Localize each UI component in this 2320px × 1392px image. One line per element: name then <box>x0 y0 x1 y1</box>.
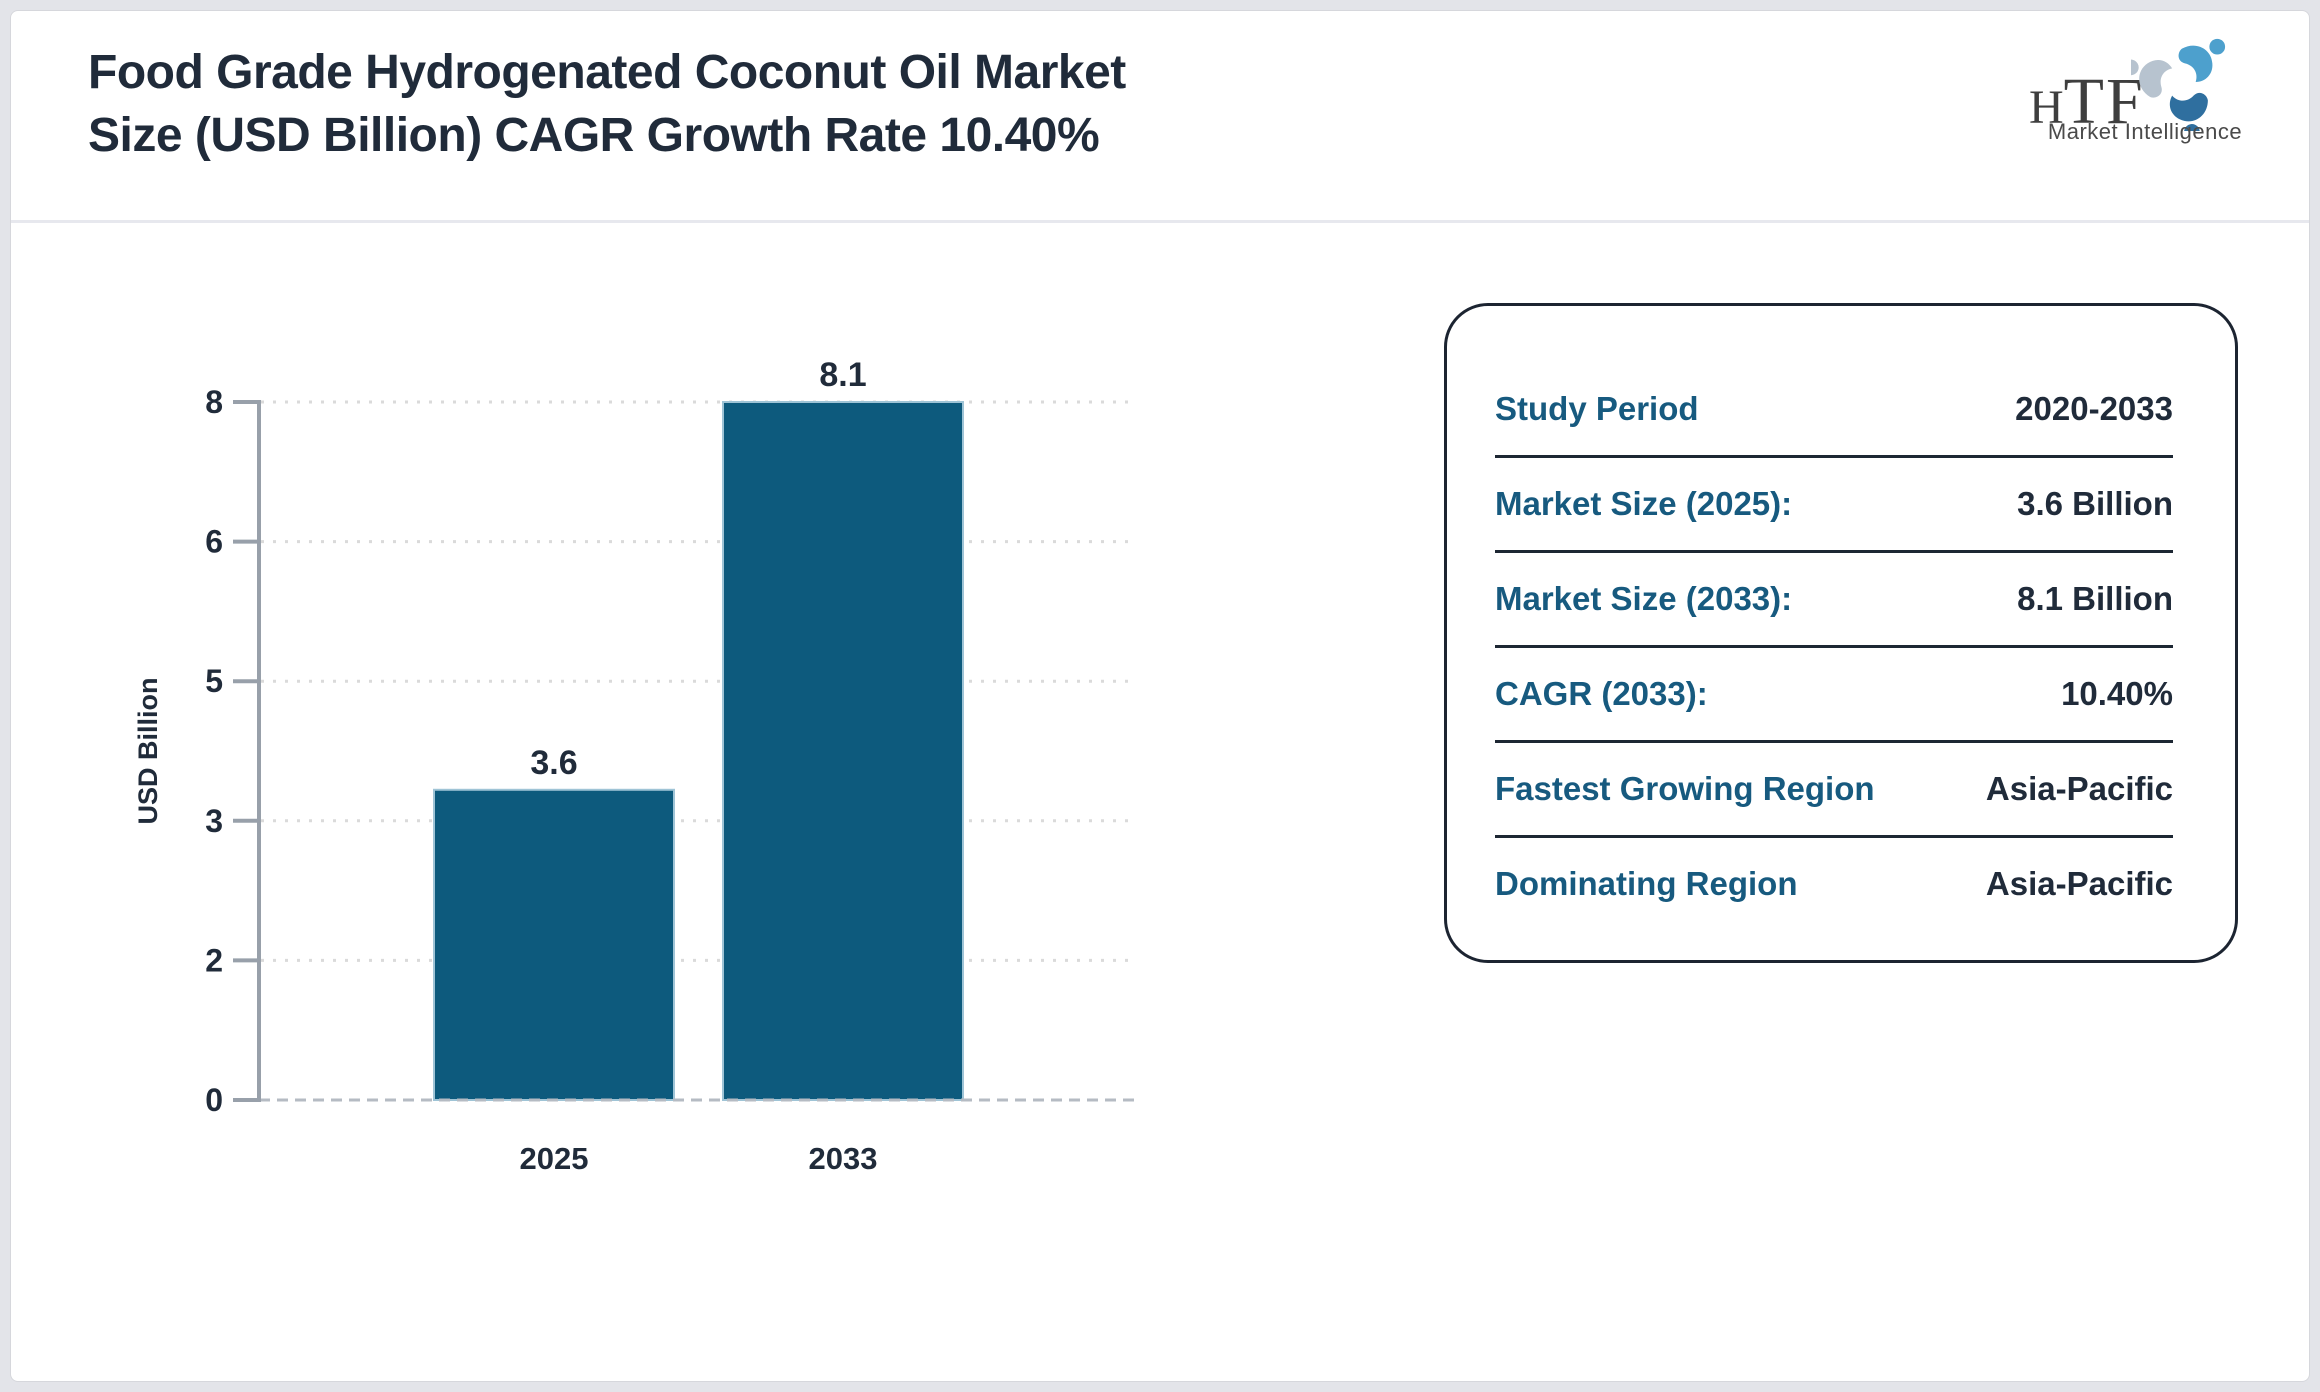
summary-row: Study Period 2020-2033 <box>1495 363 2173 458</box>
page-title-line2: Size (USD Billion) CAGR Growth Rate 10.4… <box>88 109 1100 162</box>
summary-row-value: Asia-Pacific <box>1985 770 2173 807</box>
y-tick-label: 5 <box>205 663 223 699</box>
htf-wordmark: HTF <box>2029 69 2145 135</box>
summary-row-label: Study Period <box>1495 390 1699 427</box>
header: Food Grade Hydrogenated Coconut Oil Mark… <box>11 11 2309 223</box>
summary-row-label: CAGR (2033): <box>1495 675 1708 712</box>
htf-wordmark-h: H <box>2029 81 2064 134</box>
summary-row: CAGR (2033): 10.40% <box>1495 648 2173 743</box>
bar-value-label: 8.1 <box>819 356 866 394</box>
summary-row-label: Fastest Growing Region <box>1495 770 1875 807</box>
bar-2025 <box>433 788 675 1101</box>
summary-row-value: 2020-2033 <box>2015 390 2173 427</box>
htf-logo: HTF Market Intelligence <box>2029 33 2261 145</box>
y-tick-label: 2 <box>205 942 223 978</box>
summary-row-value: 10.40% <box>2061 675 2173 712</box>
summary-row: Market Size (2033): 8.1 Billion <box>1495 553 2173 648</box>
summary-rows: Study Period 2020-2033 Market Size (2025… <box>1447 306 2235 930</box>
htf-logo-row: HTF <box>2029 33 2261 135</box>
summary-row-value: 3.6 Billion <box>2017 485 2173 522</box>
y-axis-title: USD Billion <box>133 678 163 825</box>
x-tick-label: 2033 <box>809 1141 878 1176</box>
y-tick-label: 8 <box>205 384 223 420</box>
bar-value-label: 3.6 <box>530 744 577 782</box>
market-summary-panel: Study Period 2020-2033 Market Size (2025… <box>1444 303 2238 963</box>
x-tick-label: 2025 <box>520 1141 589 1176</box>
summary-row: Fastest Growing Region Asia-Pacific <box>1495 743 2173 838</box>
summary-row: Dominating Region Asia-Pacific <box>1495 838 2173 930</box>
page-title-line1: Food Grade Hydrogenated Coconut Oil Mark… <box>88 46 1126 99</box>
report-card: Food Grade Hydrogenated Coconut Oil Mark… <box>10 10 2310 1382</box>
bar-2033 <box>722 401 964 1101</box>
summary-row-label: Market Size (2025): <box>1495 485 1793 522</box>
summary-row-label: Market Size (2033): <box>1495 580 1793 617</box>
summary-row-value: 8.1 Billion <box>2017 580 2173 617</box>
summary-row: Market Size (2025): 3.6 Billion <box>1495 458 2173 553</box>
y-tick-label: 3 <box>205 803 223 839</box>
summary-row-value: Asia-Pacific <box>1985 865 2173 902</box>
summary-row-label: Dominating Region <box>1495 865 1798 902</box>
bar-chart: 3.6 2025 8.1 2033 0 2 3 5 6 8 USD Billion <box>11 11 2309 1381</box>
y-tick-label: 0 <box>205 1082 223 1118</box>
htf-wordmark-tf: TF <box>2063 65 2145 138</box>
htf-tagline: Market Intelligence <box>2047 119 2243 144</box>
page-title: Food Grade Hydrogenated Coconut Oil Mark… <box>88 41 1126 167</box>
y-tick-label: 6 <box>205 524 223 560</box>
